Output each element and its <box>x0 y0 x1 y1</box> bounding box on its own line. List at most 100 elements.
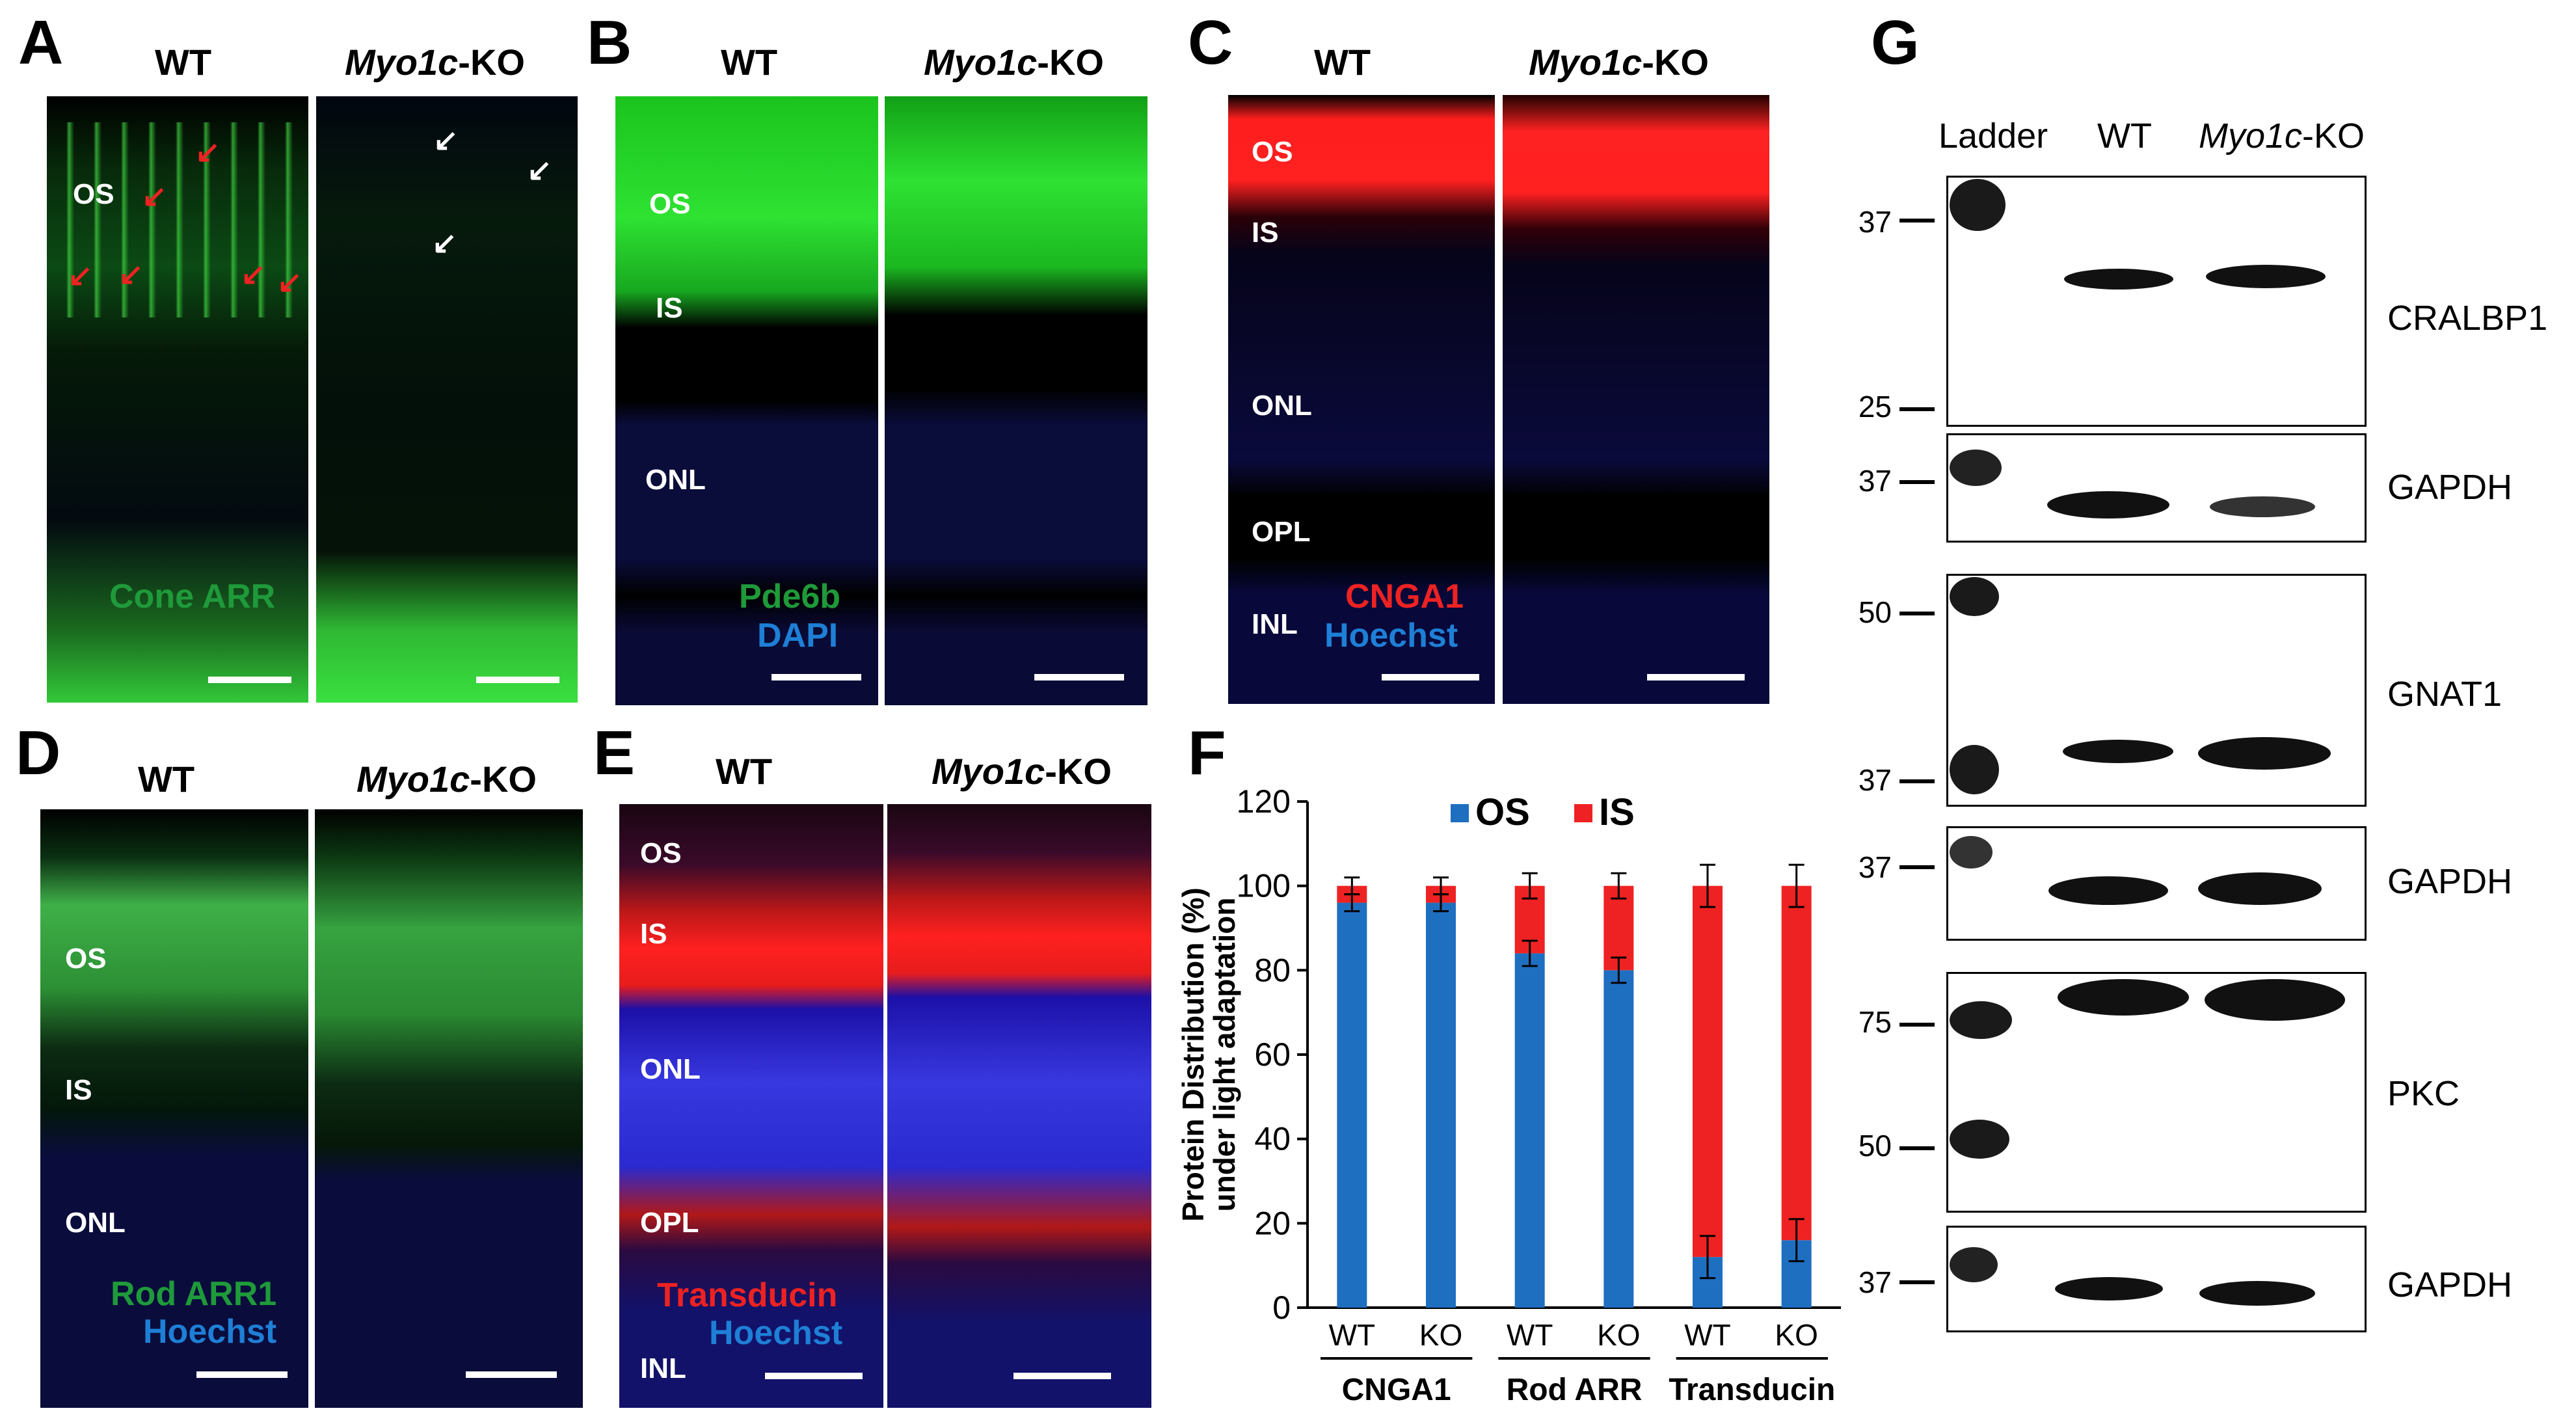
panel-e-wt-image <box>619 804 883 1408</box>
bar-is-5 <box>1781 885 1812 1241</box>
panel-b-stain-label-2: DAPI <box>757 617 839 654</box>
group-label: CNGA1 <box>1342 1373 1451 1407</box>
panel-d-stain-label-1: Rod ARR1 <box>111 1275 277 1313</box>
panel-e-layer-opl: OPL <box>640 1207 699 1239</box>
panel-c-layer-os: OS <box>1252 136 1293 168</box>
bar-os-3 <box>1603 970 1634 1308</box>
blot-tick <box>1899 779 1935 783</box>
panel-letter-d: D <box>16 718 61 788</box>
legend-swatch-is <box>1574 804 1592 822</box>
blot-tick <box>1899 1146 1935 1150</box>
panel-a-red-arrow-icon: ↙ <box>195 135 221 168</box>
blot-gapdh-2-marker: 37 <box>1858 850 1892 884</box>
bar-os-0 <box>1337 902 1367 1308</box>
panel-a-ko-image <box>316 96 578 703</box>
blot-gapdh-3-label: GAPDH <box>2387 1265 2513 1304</box>
panel-e-layer-os: OS <box>640 837 682 869</box>
panel-b-stain-label-1: Pde6b <box>739 578 841 615</box>
blot-tick <box>1899 407 1935 411</box>
panel-letter-a: A <box>18 8 64 77</box>
panel-b-wt-header: WT <box>721 42 778 83</box>
panel-letter-f: F <box>1188 718 1226 788</box>
panel-b-layer-onl: ONL <box>645 464 706 496</box>
bar-is-4 <box>1693 885 1723 1258</box>
panel-c-stain-label-1: CNGA1 <box>1345 578 1464 615</box>
blot-gapdh-3 <box>1946 1226 2367 1332</box>
x-tick-label: KO <box>1597 1318 1640 1352</box>
blot-gnat1 <box>1946 574 2367 807</box>
panel-a-red-arrow-icon: ↙ <box>142 179 167 213</box>
panel-c-ko-scale-bar <box>1647 674 1745 680</box>
panel-a-wt-image <box>47 96 308 703</box>
blot-tick <box>1899 865 1935 869</box>
blot-gapdh-2 <box>1946 826 2367 941</box>
panel-d-layer-onl: ONL <box>65 1207 126 1239</box>
group-label: Transducin <box>1669 1373 1835 1407</box>
y-tick-label: 100 <box>1237 868 1291 904</box>
x-tick-label: KO <box>1775 1318 1818 1352</box>
panel-c-wt-image <box>1228 95 1495 704</box>
panel-a-stain-label: Cone ARR <box>109 578 276 615</box>
blot-gapdh-3-marker: 37 <box>1858 1265 1892 1299</box>
x-tick-label: KO <box>1419 1318 1462 1352</box>
panel-a-red-arrow-icon: ↙ <box>241 257 266 291</box>
panel-a-ko-header: Myo1c-KO <box>345 42 525 83</box>
blot-cralbp1-label: CRALBP1 <box>2387 299 2548 338</box>
panel-letter-g: G <box>1871 8 1920 77</box>
panel-c-wt-header: WT <box>1314 42 1371 83</box>
panel-c-wt-scale-bar <box>1382 674 1479 680</box>
blot-tick <box>1899 219 1935 222</box>
y-tick-label: 20 <box>1254 1205 1291 1241</box>
panel-c-layer-inl: INL <box>1252 608 1298 640</box>
panel-d-layer-os: OS <box>65 943 107 975</box>
panel-c-ko-image <box>1503 95 1769 704</box>
panel-b-ko-image <box>885 96 1147 705</box>
blot-pkc-marker-1: 75 <box>1858 1005 1892 1039</box>
panel-letter-e: E <box>593 718 636 788</box>
panel-c-stain-label-2: Hoechst <box>1324 617 1458 654</box>
legend-swatch-os <box>1451 804 1469 822</box>
panel-e-ko-scale-bar <box>1013 1373 1111 1379</box>
panel-letter-c: C <box>1188 8 1233 77</box>
blot-tick <box>1899 480 1935 484</box>
y-axis-label-line2: under light adaptation <box>1207 898 1241 1212</box>
blot-gnat1-label: GNAT1 <box>2387 675 2502 714</box>
blot-gapdh-1 <box>1946 433 2367 543</box>
panel-g-col-ladder: Ladder <box>1939 116 2048 155</box>
x-tick-label: WT <box>1507 1318 1553 1352</box>
panel-d-layer-is: IS <box>65 1074 92 1106</box>
panel-d-ko-scale-bar <box>466 1371 557 1378</box>
panel-b-wt-image <box>615 96 878 705</box>
legend-label-is: IS <box>1599 791 1635 833</box>
panel-a-white-arrow-icon: ↙ <box>527 153 552 187</box>
panel-e-layer-onl: ONL <box>640 1053 701 1085</box>
panel-e-wt-scale-bar <box>765 1373 863 1379</box>
panel-e-wt-header: WT <box>716 751 773 792</box>
y-tick-label: 60 <box>1254 1036 1291 1073</box>
legend-label-os: OS <box>1475 791 1530 833</box>
panel-g-col-wt: WT <box>2097 116 2152 155</box>
panel-c-layer-onl: ONL <box>1252 390 1312 422</box>
panel-c-ko-header: Myo1c-KO <box>1529 42 1709 83</box>
panel-b-layer-is: IS <box>656 292 683 324</box>
panel-g-col-ko: Myo1c-KO <box>2199 116 2365 155</box>
y-tick-label: 40 <box>1254 1121 1291 1157</box>
panel-e-stain-label-2: Hoechst <box>709 1314 843 1352</box>
x-tick-label: WT <box>1684 1318 1731 1352</box>
blot-cralbp1 <box>1946 176 2367 427</box>
panel-d-wt-scale-bar <box>196 1371 288 1378</box>
blot-tick <box>1899 612 1935 615</box>
y-tick-label: 80 <box>1254 952 1291 988</box>
panel-a-red-arrow-icon: ↙ <box>277 265 302 299</box>
panel-b-ko-scale-bar <box>1034 674 1124 680</box>
blot-tick <box>1899 1023 1935 1027</box>
panel-letter-b: B <box>587 8 632 77</box>
bar-is-3 <box>1603 885 1634 971</box>
panel-b-layer-os: OS <box>649 188 691 220</box>
blot-gapdh-1-marker: 37 <box>1858 464 1892 498</box>
panel-d-ko-header: Myo1c-KO <box>356 759 537 800</box>
blot-cralbp1-marker-1: 37 <box>1858 205 1892 239</box>
blot-pkc-marker-2: 50 <box>1858 1129 1892 1163</box>
blot-pkc <box>1946 972 2367 1213</box>
blot-pkc-label: PKC <box>2387 1074 2460 1113</box>
